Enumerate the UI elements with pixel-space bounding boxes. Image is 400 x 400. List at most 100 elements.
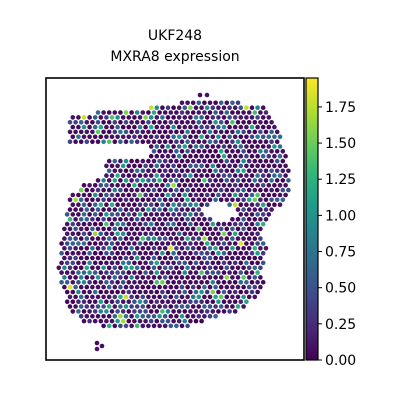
spot <box>81 115 87 120</box>
spot <box>160 221 165 227</box>
spot <box>224 178 230 183</box>
spot <box>134 275 140 280</box>
spot <box>207 168 213 174</box>
spot <box>260 202 266 207</box>
spot <box>207 178 213 183</box>
spot <box>193 280 199 285</box>
spot <box>241 110 246 115</box>
colorbar-tick-label: 0.00 <box>325 353 356 369</box>
spot <box>202 265 207 271</box>
spot <box>146 207 151 212</box>
spot <box>232 124 238 130</box>
spot <box>199 270 204 275</box>
spot <box>109 221 115 227</box>
spot <box>202 275 207 280</box>
spot <box>76 202 81 207</box>
spot <box>235 236 241 241</box>
spot <box>90 246 95 251</box>
spot <box>90 284 95 290</box>
spot <box>143 173 148 178</box>
spot <box>238 231 244 237</box>
spot <box>274 178 280 183</box>
spot <box>126 241 132 246</box>
spot <box>238 260 244 266</box>
spot <box>255 115 260 120</box>
spot <box>272 183 277 188</box>
spot <box>193 212 199 217</box>
spot <box>252 226 258 232</box>
spot <box>230 178 235 183</box>
spot <box>176 270 182 275</box>
spot <box>179 314 185 319</box>
spot <box>84 139 90 144</box>
spot <box>101 207 106 212</box>
spot <box>216 134 221 140</box>
spot <box>241 284 246 290</box>
spot <box>106 255 112 261</box>
spot <box>126 183 132 188</box>
spot <box>255 163 260 169</box>
spot <box>210 124 216 130</box>
spot <box>260 221 266 227</box>
spot <box>232 221 238 227</box>
spot <box>221 309 227 314</box>
spot <box>274 197 280 203</box>
spot <box>118 158 123 164</box>
spot <box>90 314 95 319</box>
spot <box>199 318 204 324</box>
spot <box>179 168 185 174</box>
spot <box>162 246 168 251</box>
spot <box>101 110 106 115</box>
spot <box>210 105 216 110</box>
spot <box>115 280 120 285</box>
spot <box>258 187 263 193</box>
spot <box>176 183 182 188</box>
spot <box>140 284 146 290</box>
spot <box>154 192 160 198</box>
spot <box>252 255 258 261</box>
spot <box>64 280 70 285</box>
spot <box>185 255 190 261</box>
spot <box>73 275 78 280</box>
spot <box>244 163 249 169</box>
spot <box>263 178 269 183</box>
spot <box>112 314 118 319</box>
spot <box>90 187 95 193</box>
spot <box>84 120 90 125</box>
spot <box>249 280 255 285</box>
spot <box>126 192 132 198</box>
spot <box>143 115 148 120</box>
spot <box>104 173 109 178</box>
spot <box>193 144 199 149</box>
spot <box>112 187 118 193</box>
spot <box>249 153 255 159</box>
spot <box>185 207 190 212</box>
spot <box>190 265 196 271</box>
spot <box>146 275 151 280</box>
spot <box>95 265 101 271</box>
spot <box>174 236 179 241</box>
spot <box>269 129 274 135</box>
spot <box>157 207 162 212</box>
spot <box>168 304 174 309</box>
spot <box>204 92 210 98</box>
spot <box>132 250 137 256</box>
spot <box>132 221 137 227</box>
spot <box>78 226 84 232</box>
spot <box>182 241 188 246</box>
spot <box>227 280 232 285</box>
spot <box>252 178 258 183</box>
spot <box>120 173 126 178</box>
spot <box>140 158 146 164</box>
spot <box>213 158 218 164</box>
spot <box>255 124 260 130</box>
spot <box>148 318 154 324</box>
spot <box>202 236 207 241</box>
spot <box>143 183 148 188</box>
spot <box>73 284 78 290</box>
spot <box>76 250 81 256</box>
spot <box>244 260 249 266</box>
spot <box>232 289 238 295</box>
spot <box>162 284 168 290</box>
spot <box>165 270 171 275</box>
